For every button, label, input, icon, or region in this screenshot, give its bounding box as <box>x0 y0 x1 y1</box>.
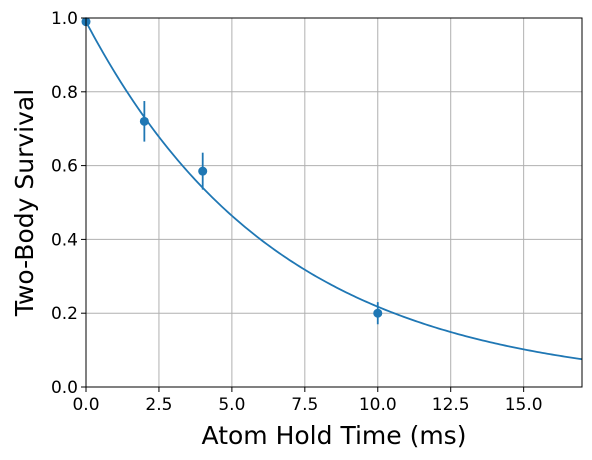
y-axis-label: Two-Body Survival <box>10 89 39 317</box>
y-tick-label: 0.2 <box>51 304 78 324</box>
data-point <box>139 116 149 126</box>
data-point <box>373 308 383 318</box>
fit-curve <box>85 21 583 361</box>
x-tick-label: 15.0 <box>505 395 543 415</box>
x-tick-label: 2.5 <box>145 395 172 415</box>
data-point <box>198 166 208 176</box>
grid-lines <box>85 17 582 388</box>
x-axis-label: Atom Hold Time (ms) <box>202 421 467 450</box>
y-tick-label: 0.6 <box>51 157 78 177</box>
y-tick-label: 1.0 <box>51 9 78 29</box>
y-axis-ticks: 0.0 0.2 0.4 0.6 0.8 1.0 <box>51 9 86 398</box>
x-tick-label: 10.0 <box>359 395 397 415</box>
y-tick-label: 0.4 <box>51 230 78 250</box>
x-tick-label: 12.5 <box>432 395 470 415</box>
plot-frame <box>85 17 583 388</box>
x-tick-label: 7.5 <box>291 395 318 415</box>
x-axis-ticks: 0.0 2.5 5.0 7.5 10.0 12.5 15.0 <box>72 387 543 415</box>
x-tick-label: 0.0 <box>72 395 99 415</box>
fit-curve-group <box>85 21 583 361</box>
y-tick-label: 0.0 <box>51 378 78 398</box>
y-tick-label: 0.8 <box>51 83 78 103</box>
x-tick-label: 5.0 <box>218 395 245 415</box>
